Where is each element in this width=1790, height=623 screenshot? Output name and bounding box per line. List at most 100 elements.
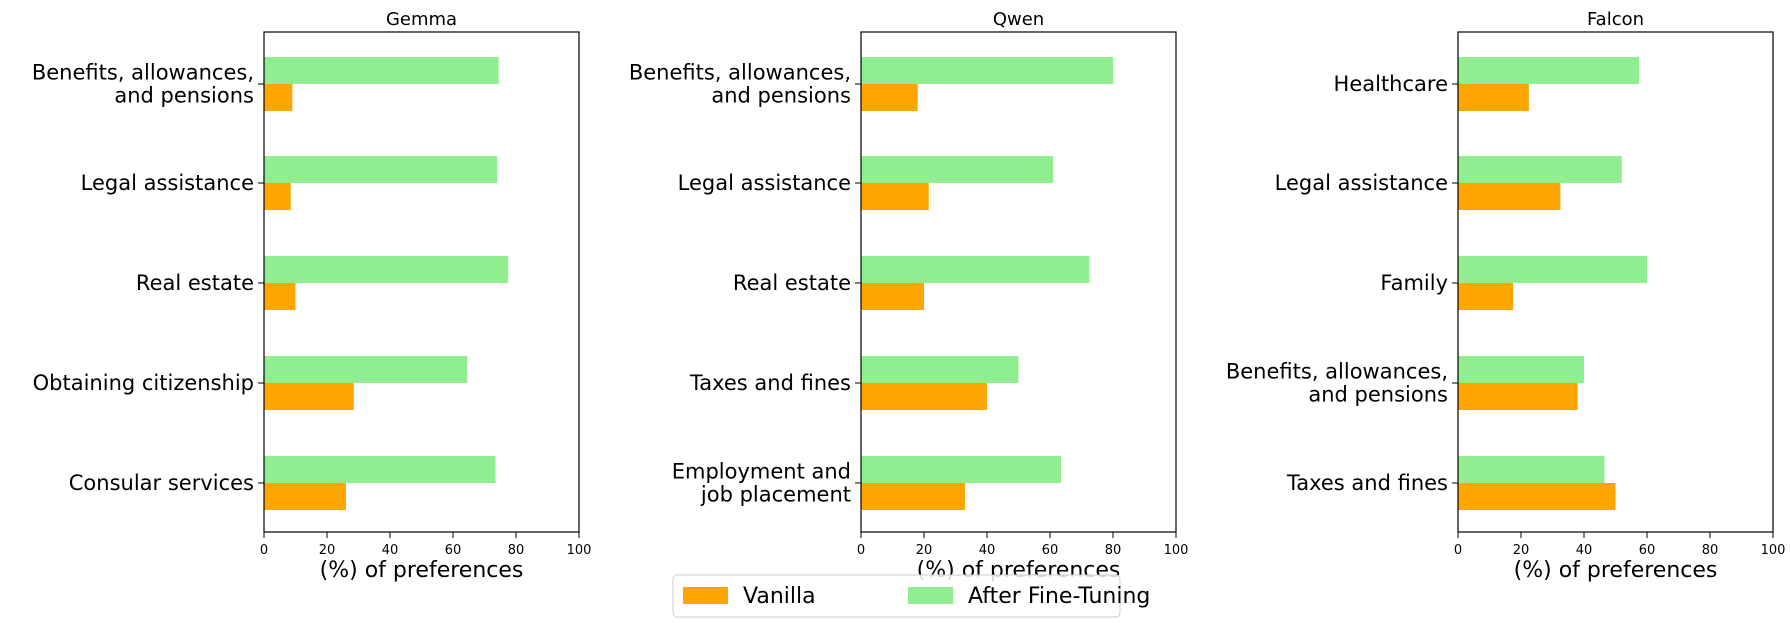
bar-after-fine-tuning <box>861 156 1054 183</box>
legend-swatch <box>683 587 728 604</box>
panel-title: Gemma <box>386 9 457 30</box>
x-tick-label: 80 <box>1702 543 1719 558</box>
category-label-line: Legal assistance <box>678 171 851 195</box>
x-tick-label: 40 <box>1576 543 1593 558</box>
bar-vanilla <box>264 283 296 310</box>
category-label: Employment and job placement <box>672 460 851 507</box>
bar-after-fine-tuning <box>1458 356 1584 383</box>
category-label-line: Benefits, allowances, <box>629 61 851 85</box>
bar-vanilla <box>1458 84 1529 111</box>
panel-title: Falcon <box>1587 9 1644 30</box>
category-label: Benefits, allowances, and pensions <box>1226 360 1448 407</box>
category-label-line: Real estate <box>136 271 254 295</box>
bar-vanilla <box>861 483 965 510</box>
category-label: Obtaining citizenship <box>33 371 254 395</box>
axes-frame <box>860 31 1177 533</box>
chart-panel-gemma: Gemma 0 20 40 60 80 100 (%) of preferences Benef… <box>32 9 592 583</box>
category-label-line: Taxes and fines <box>1286 471 1448 495</box>
category-label-line: Benefits, allowances, <box>1226 360 1448 384</box>
x-tick-label: 20 <box>1513 543 1530 558</box>
x-tick-label: 20 <box>319 543 336 558</box>
x-tick-label: 40 <box>979 543 996 558</box>
legend-label: Vanilla <box>743 584 816 609</box>
bar-vanilla <box>1458 383 1578 410</box>
category-label: Legal assistance <box>678 171 851 195</box>
bar-vanilla <box>1458 483 1616 510</box>
bar-after-fine-tuning <box>1458 57 1640 84</box>
x-tick-label: 80 <box>1105 543 1122 558</box>
category-label: Taxes and fines <box>689 371 851 395</box>
x-tick-label: 60 <box>1042 543 1059 558</box>
bar-after-fine-tuning <box>1458 256 1647 283</box>
bar-vanilla <box>861 383 987 410</box>
bar-vanilla <box>861 84 918 111</box>
category-label-line: job placement <box>700 483 851 507</box>
category-label-line: Family <box>1380 271 1448 295</box>
category-label-line: Real estate <box>733 271 851 295</box>
x-tick-label: 60 <box>1639 543 1656 558</box>
x-tick-label: 0 <box>1454 543 1462 558</box>
legend-box <box>672 574 1121 618</box>
bar-vanilla <box>861 283 924 310</box>
axes-frame <box>263 31 580 533</box>
category-label: Benefits, allowances, and pensions <box>32 61 254 108</box>
x-tick-label: 0 <box>260 543 268 558</box>
x-axis-label: (%) of preferences <box>1514 558 1718 583</box>
category-label-line: Obtaining citizenship <box>33 371 254 395</box>
category-label: Benefits, allowances, and pensions <box>629 61 851 108</box>
category-label: Legal assistance <box>1275 171 1448 195</box>
category-label: Real estate <box>136 271 254 295</box>
category-label-line: Employment and <box>672 460 851 484</box>
category-label-line: and pensions <box>1308 383 1448 407</box>
bar-after-fine-tuning <box>1458 156 1622 183</box>
x-tick-label: 100 <box>1164 543 1189 558</box>
bar-vanilla <box>861 183 929 210</box>
x-tick-label: 100 <box>1761 543 1786 558</box>
x-tick-label: 80 <box>508 543 525 558</box>
x-tick-label: 40 <box>382 543 399 558</box>
bar-after-fine-tuning <box>264 256 509 283</box>
category-label-line: Legal assistance <box>1275 171 1448 195</box>
bar-vanilla <box>264 383 354 410</box>
bar-after-fine-tuning <box>264 57 499 84</box>
category-label: Family <box>1380 271 1448 295</box>
category-label-line: Legal assistance <box>81 171 254 195</box>
bar-vanilla <box>264 183 291 210</box>
category-label-line: and pensions <box>711 84 851 108</box>
category-label: Consular services <box>69 471 254 495</box>
category-label-line: Taxes and fines <box>689 371 851 395</box>
bar-after-fine-tuning <box>264 156 498 183</box>
axes-frame <box>1457 31 1774 533</box>
legend: Vanilla After Fine-Tuning <box>672 574 1150 618</box>
bar-after-fine-tuning <box>861 456 1062 483</box>
category-label: Real estate <box>733 271 851 295</box>
legend-swatch <box>908 587 953 604</box>
category-label: Taxes and fines <box>1286 471 1448 495</box>
bar-after-fine-tuning <box>264 356 468 383</box>
x-tick-label: 100 <box>567 543 592 558</box>
x-tick-label: 0 <box>857 543 865 558</box>
bar-after-fine-tuning <box>861 356 1019 383</box>
legend-label: After Fine-Tuning <box>968 584 1150 609</box>
x-tick-label: 20 <box>916 543 933 558</box>
bar-after-fine-tuning <box>861 256 1090 283</box>
bar-after-fine-tuning <box>264 456 496 483</box>
bar-vanilla <box>1458 283 1514 310</box>
bar-vanilla <box>1458 183 1561 210</box>
category-label: Healthcare <box>1334 72 1448 96</box>
bar-vanilla <box>264 84 293 111</box>
category-label-line: and pensions <box>114 84 254 108</box>
x-tick-label: 60 <box>445 543 462 558</box>
bar-after-fine-tuning <box>861 57 1113 84</box>
bar-vanilla <box>264 483 346 510</box>
panel-title: Qwen <box>993 9 1044 30</box>
category-label: Legal assistance <box>81 171 254 195</box>
category-label-line: Healthcare <box>1334 72 1448 96</box>
chart-panel-falcon: Falcon 0 20 40 60 80 100 (%) of preferences Heal… <box>1226 9 1786 583</box>
x-axis-label: (%) of preferences <box>320 558 524 583</box>
category-label-line: Consular services <box>69 471 254 495</box>
bar-after-fine-tuning <box>1458 456 1605 483</box>
category-label-line: Benefits, allowances, <box>32 61 254 85</box>
